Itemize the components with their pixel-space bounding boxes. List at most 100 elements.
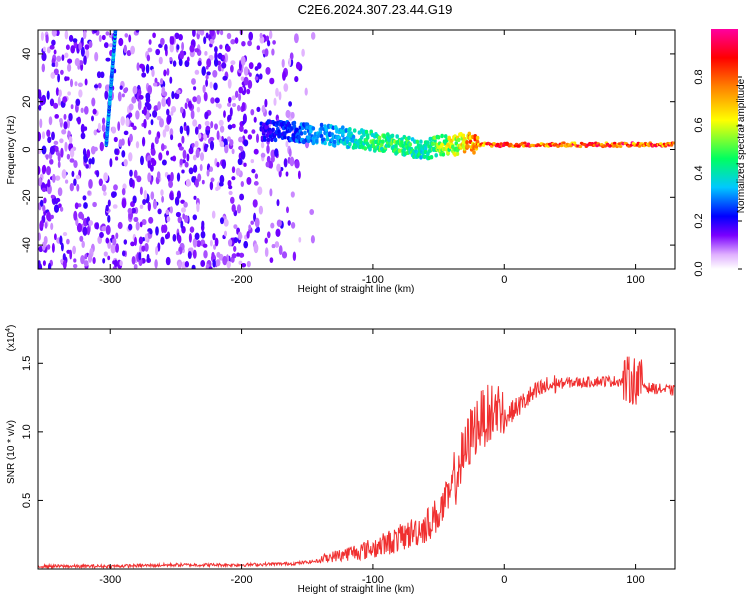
spectrogram-cell [223, 230, 228, 237]
spectrogram-cell [58, 89, 62, 97]
spectrogram-cell [184, 102, 188, 110]
spectrogram-cell [121, 250, 126, 257]
spectrogram-cell [189, 226, 195, 233]
spectrogram-cell [51, 173, 56, 183]
spectrogram-cell [59, 235, 63, 245]
spectrogram-cell [40, 31, 44, 41]
spectrogram-cell [49, 44, 55, 50]
spectrogram-cell [269, 30, 273, 39]
spectrogram-cell [193, 86, 197, 91]
colorbar-tick-label: 0.0 [693, 261, 705, 276]
spectrogram-cell [72, 38, 78, 43]
spectrogram-cell [48, 116, 53, 126]
spectrogram-cell [91, 97, 96, 107]
spectrogram-cell [169, 128, 174, 137]
spectrogram-cell [73, 258, 77, 263]
spectrogram-cell [277, 129, 281, 134]
spectrogram-cell [190, 109, 195, 120]
spectrogram-cell [156, 171, 161, 179]
spectrogram-cell [243, 139, 249, 147]
spectrogram-cell [669, 143, 674, 147]
spectrogram-cell [141, 219, 147, 226]
spectrogram-cell [49, 98, 55, 107]
spectrogram-cell [45, 154, 49, 160]
spectrogram-y-ticks: -40 -20 0 20 40 [21, 48, 675, 253]
x-tick-label: 0 [501, 574, 507, 586]
spectrogram-cell [332, 139, 337, 145]
spectrogram-cell [46, 90, 50, 100]
spectrogram-cell [73, 160, 78, 169]
spectrogram-cell [182, 149, 187, 160]
spectrogram-cell [304, 87, 308, 96]
spectrogram-cell [310, 235, 315, 244]
spectrogram-cell [254, 173, 259, 179]
snr-background [38, 329, 675, 569]
spectrogram-cell [80, 107, 84, 114]
spectrogram-cell [288, 148, 292, 157]
spectrogram-cell [96, 71, 102, 79]
spectrogram-cell [290, 191, 295, 198]
spectrogram-cell [46, 211, 51, 221]
spectrogram-cell [46, 166, 51, 176]
spectrogram-cell [203, 250, 208, 259]
spectrogram-cell [103, 172, 109, 182]
spectrogram-cell [69, 183, 74, 192]
spectrogram-cell [179, 50, 185, 60]
spectrogram-cell [155, 246, 159, 256]
spectrogram-cell [265, 161, 270, 168]
spectrogram-cell [323, 140, 327, 146]
spectrogram-cell [228, 185, 233, 190]
spectrogram-cell [131, 256, 136, 265]
spectrogram-cell [80, 37, 84, 43]
spectrogram-cell [160, 189, 164, 196]
colorbar-gradient [711, 29, 738, 269]
spectrogram-cell [91, 157, 95, 165]
spectrogram-cell [105, 237, 110, 244]
spectrogram-cell [174, 32, 180, 40]
spectrogram-cell [292, 120, 297, 126]
spectrogram-cell [130, 122, 135, 128]
spectrogram-cell [287, 220, 291, 226]
spectrogram-cell [138, 236, 144, 245]
spectrogram-cell [261, 104, 266, 114]
spectrogram-cell [672, 141, 675, 145]
spectrogram-cell [57, 96, 61, 106]
spectrogram-cell [55, 87, 59, 96]
spectrogram-cell [64, 141, 68, 152]
spectrogram-cell [209, 30, 215, 37]
spectrogram-cell [301, 48, 305, 57]
spectrogram-cell [285, 140, 289, 148]
spectrogram-cell [184, 261, 190, 268]
spectrogram-cell [246, 176, 252, 185]
spectrogram-cell [141, 72, 147, 78]
spectrogram-cell [254, 76, 259, 81]
spectrogram-cell [467, 131, 472, 136]
spectrogram-cell [171, 91, 175, 100]
spectrogram-cell [59, 206, 64, 212]
spectrogram-cell [283, 135, 287, 140]
spectrogram-cell [659, 142, 663, 146]
spectrogram-cell [42, 164, 47, 174]
spectrogram-cell [67, 91, 71, 96]
spectrogram-cell [206, 169, 210, 177]
spectrogram-cell [341, 125, 345, 130]
spectrogram-cell [175, 89, 181, 95]
spectrogram-cell [256, 133, 259, 144]
spectrogram-cell [160, 143, 165, 152]
spectrogram-cell [151, 159, 157, 167]
spectrogram-cell [362, 132, 366, 137]
spectrogram-cell [143, 106, 147, 116]
spectrogram-cell [68, 112, 73, 122]
spectrogram-cell [247, 79, 253, 89]
spectrogram-cell [53, 102, 59, 109]
spectrogram-cell [223, 110, 226, 118]
spectrogram-cell [95, 222, 100, 230]
spectrogram-cell [65, 44, 70, 50]
spectrogram-cell [119, 260, 123, 266]
spectrogram-cell [227, 114, 232, 121]
spectrogram-cell [189, 44, 195, 53]
spectrogram-cell [192, 214, 198, 221]
spectrogram-cell [83, 105, 89, 115]
spectrogram-cell [128, 152, 133, 162]
spectrogram-cell [150, 191, 155, 200]
